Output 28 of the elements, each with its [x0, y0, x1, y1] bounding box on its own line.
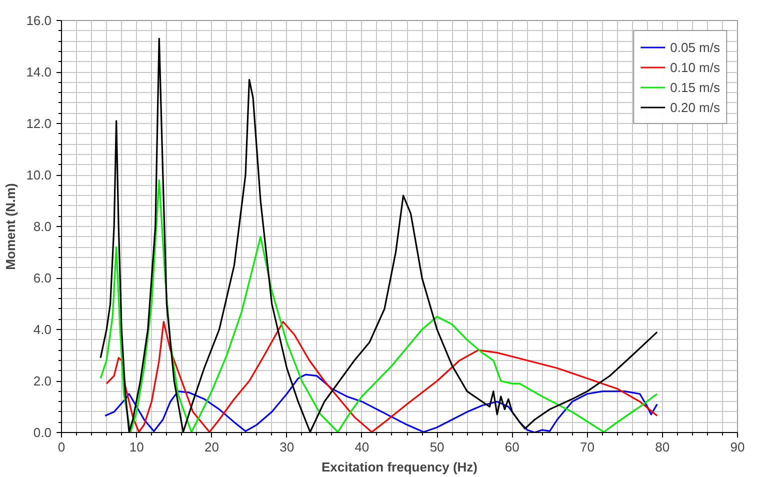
legend-label: 0.10 m/s — [670, 60, 720, 74]
x-axis-title: Excitation frequency (Hz) — [321, 460, 478, 474]
line-series — [104, 374, 658, 432]
x-tick-label: 20 — [204, 440, 219, 454]
y-axis-title: Moment (N.m) — [3, 183, 18, 270]
legend-label: 0.20 m/s — [670, 100, 720, 114]
y-tick-label: 14.0 — [26, 64, 52, 80]
y-tick-label: 8.0 — [33, 219, 52, 234]
y-tick-label: 16.0 — [26, 13, 52, 28]
y-tick-label: 4.0 — [33, 322, 52, 337]
x-tick-label: 50 — [430, 440, 444, 454]
legend-label: 0.05 m/s — [670, 40, 720, 54]
x-tick-label: 70 — [580, 440, 595, 454]
x-tick-label: 80 — [655, 440, 670, 454]
y-tick-label: 2.0 — [33, 374, 52, 388]
line-series — [100, 179, 658, 432]
x-tick-label: 40 — [354, 440, 370, 454]
x-tick-label: 60 — [504, 440, 520, 454]
x-tick-label: 90 — [730, 440, 745, 454]
x-tick-label: 30 — [280, 440, 294, 454]
x-tick-label: 0 — [58, 440, 66, 454]
y-tick-label: 0.0 — [33, 425, 52, 440]
x-tick-label: 10 — [129, 440, 144, 454]
y-tick-label: 10.0 — [26, 168, 52, 182]
y-tick-label: 6.0 — [33, 270, 52, 286]
legend-label: 0.15 m/s — [670, 80, 720, 94]
line-series — [106, 320, 658, 432]
y-tick-label: 12.0 — [26, 116, 52, 131]
